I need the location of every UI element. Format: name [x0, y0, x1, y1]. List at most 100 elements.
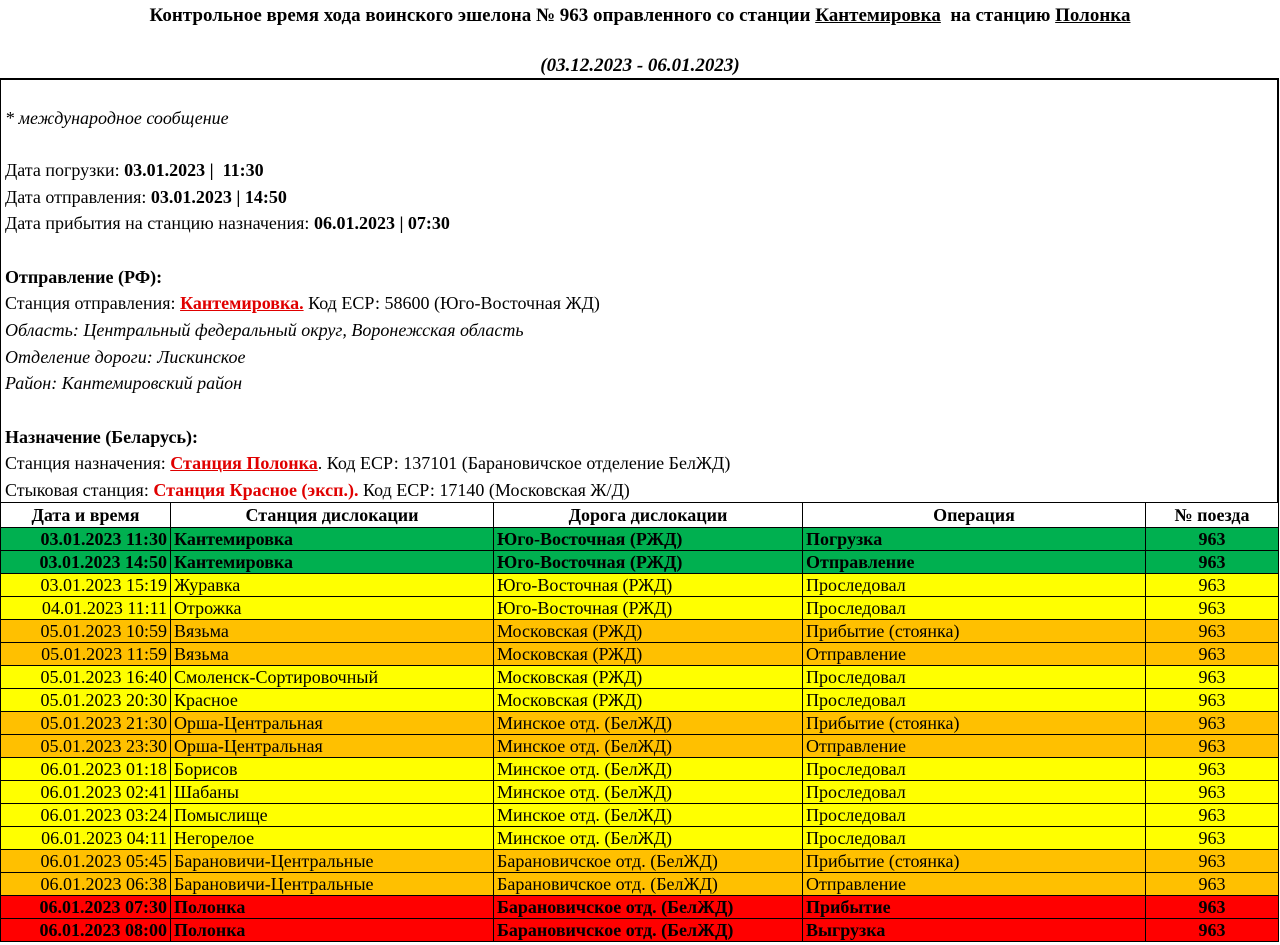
cell-road: Юго-Восточная (РЖД) [493, 527, 803, 551]
cell-datetime: 05.01.2023 11:59 [0, 642, 171, 666]
cell-operation: Прибытие [802, 895, 1146, 919]
cell-datetime: 06.01.2023 04:11 [0, 826, 171, 850]
label: Дата прибытия на станцию назначения: [5, 213, 314, 233]
cell-datetime: 06.01.2023 05:45 [0, 849, 171, 873]
label: Дата погрузки: [5, 160, 125, 180]
cell-train-number: 963 [1145, 734, 1279, 758]
cell-train-number: 963 [1145, 780, 1279, 804]
label: Станция отправления: [5, 293, 181, 313]
cell-operation: Проследовал [802, 688, 1146, 712]
title-text: Контрольное время хода воинского эшелона… [149, 5, 816, 26]
cell-train-number: 963 [1145, 642, 1279, 666]
cell-station: Орша-Центральная [170, 734, 494, 758]
title-to-station: Полонка [1055, 5, 1131, 26]
cell-operation: Погрузка [802, 527, 1146, 551]
cell-station: Вязьма [170, 642, 494, 666]
table-row: 04.01.2023 11:11 Отрожка Юго-Восточная (РЖ… [0, 596, 1279, 620]
table-row: 05.01.2023 16:40 Смоленск-Сортировочный Мо… [0, 665, 1279, 689]
cell-road: Минское отд. (БелЖД) [493, 734, 803, 758]
table-row: 05.01.2023 11:59 Вязьма Московская (РЖД) От… [0, 642, 1279, 666]
station-code: Код ЕСР: 17140 (Московская Ж/Д) [358, 480, 630, 500]
cell-station: Красное [170, 688, 494, 712]
cell-datetime: 03.01.2023 11:30 [0, 527, 171, 551]
table-row: 06.01.2023 08:00 Полонка Барановичское отд… [0, 918, 1279, 942]
station-name: Кантемировка. [180, 293, 304, 313]
cell-station: Негорелое [170, 826, 494, 850]
value: 03.01.2023 | 14:50 [150, 187, 287, 207]
cell-train-number: 963 [1145, 849, 1279, 873]
table-row: 06.01.2023 03:24 Помыслище Минское отд. (Б… [0, 803, 1279, 827]
cell-road: Юго-Восточная (РЖД) [493, 550, 803, 574]
departure-station: Станция отправления: Кантемировка. Код Е… [5, 293, 600, 314]
period: (03.12.2023 - 06.01.2023) [540, 55, 740, 76]
label: Стыковая станция: [5, 480, 154, 500]
cell-station: Журавка [170, 573, 494, 597]
destination-station: Станция назначения: Станция Полонка. Код… [5, 453, 730, 474]
cell-datetime: 05.01.2023 20:30 [0, 688, 171, 712]
cell-road: Барановичское отд. (БелЖД) [493, 872, 803, 896]
table-row: 05.01.2023 20:30 Красное Московская (РЖД) П… [0, 688, 1279, 712]
col-train-number: № поезда [1145, 502, 1279, 528]
cell-datetime: 06.01.2023 02:41 [0, 780, 171, 804]
station-name: Станция Красное (эксп.). [153, 480, 359, 500]
cell-train-number: 963 [1145, 573, 1279, 597]
cell-road: Барановичское отд. (БелЖД) [493, 895, 803, 919]
arrival-date: Дата прибытия на станцию назначения: 06.… [5, 213, 450, 234]
table-row: 03.01.2023 14:50 Кантемировка Юго-Восточна… [0, 550, 1279, 574]
table-row: 03.01.2023 11:30 Кантемировка Юго-Восточна… [0, 527, 1279, 551]
cell-road: Московская (РЖД) [493, 642, 803, 666]
cell-road: Минское отд. (БелЖД) [493, 780, 803, 804]
col-station: Станция дислокации [170, 502, 494, 528]
station-name: Станция Полонка [170, 453, 318, 473]
cell-operation: Проследовал [802, 665, 1146, 689]
cell-train-number: 963 [1145, 895, 1279, 919]
cell-station: Кантемировка [170, 527, 494, 551]
cell-train-number: 963 [1145, 550, 1279, 574]
label: Станция назначения: [5, 453, 171, 473]
cell-road: Юго-Восточная (РЖД) [493, 596, 803, 620]
cell-road: Московская (РЖД) [493, 619, 803, 643]
cell-datetime: 03.01.2023 14:50 [0, 550, 171, 574]
cell-station: Полонка [170, 895, 494, 919]
cell-datetime: 05.01.2023 10:59 [0, 619, 171, 643]
cell-station: Полонка [170, 918, 494, 942]
cell-operation: Выгрузка [802, 918, 1146, 942]
cell-train-number: 963 [1145, 527, 1279, 551]
cell-datetime: 06.01.2023 06:38 [0, 872, 171, 896]
cell-datetime: 06.01.2023 03:24 [0, 803, 171, 827]
cell-station: Барановичи-Центральные [170, 872, 494, 896]
cell-road: Минское отд. (БелЖД) [493, 803, 803, 827]
cell-train-number: 963 [1145, 596, 1279, 620]
cell-train-number: 963 [1145, 711, 1279, 735]
cell-datetime: 05.01.2023 16:40 [0, 665, 171, 689]
cell-datetime: 06.01.2023 08:00 [0, 918, 171, 942]
cell-station: Борисов [170, 757, 494, 781]
table-row: 06.01.2023 01:18 Борисов Минское отд. (Бел… [0, 757, 1279, 781]
cell-operation: Отправление [802, 734, 1146, 758]
col-road: Дорога дислокации [493, 502, 803, 528]
cell-train-number: 963 [1145, 665, 1279, 689]
cell-operation: Проследовал [802, 780, 1146, 804]
cell-operation: Проследовал [802, 596, 1146, 620]
cell-datetime: 05.01.2023 21:30 [0, 711, 171, 735]
value: 03.01.2023 | 11:30 [124, 160, 264, 180]
cell-datetime: 03.01.2023 15:19 [0, 573, 171, 597]
cell-operation: Отправление [802, 872, 1146, 896]
value: 06.01.2023 | 07:30 [313, 213, 450, 233]
cell-operation: Прибытие (стоянка) [802, 711, 1146, 735]
cell-station: Вязьма [170, 619, 494, 643]
cell-datetime: 06.01.2023 07:30 [0, 895, 171, 919]
cell-road: Минское отд. (БелЖД) [493, 757, 803, 781]
destination-heading: Назначение (Беларусь): [5, 427, 198, 447]
division: Отделение дороги: Лискинское [5, 347, 246, 367]
cell-train-number: 963 [1145, 872, 1279, 896]
note: * международное сообщение [5, 108, 229, 128]
title-from-station: Кантемировка [815, 5, 941, 26]
info-box: * международное сообщение Дата погрузки:… [0, 78, 1279, 504]
col-datetime: Дата и время [0, 502, 171, 528]
cell-road: Минское отд. (БелЖД) [493, 711, 803, 735]
cell-road: Барановичское отд. (БелЖД) [493, 918, 803, 942]
label: Дата отправления: [5, 187, 151, 207]
table-row: 06.01.2023 04:11 Негорелое Минское отд. (Б… [0, 826, 1279, 850]
